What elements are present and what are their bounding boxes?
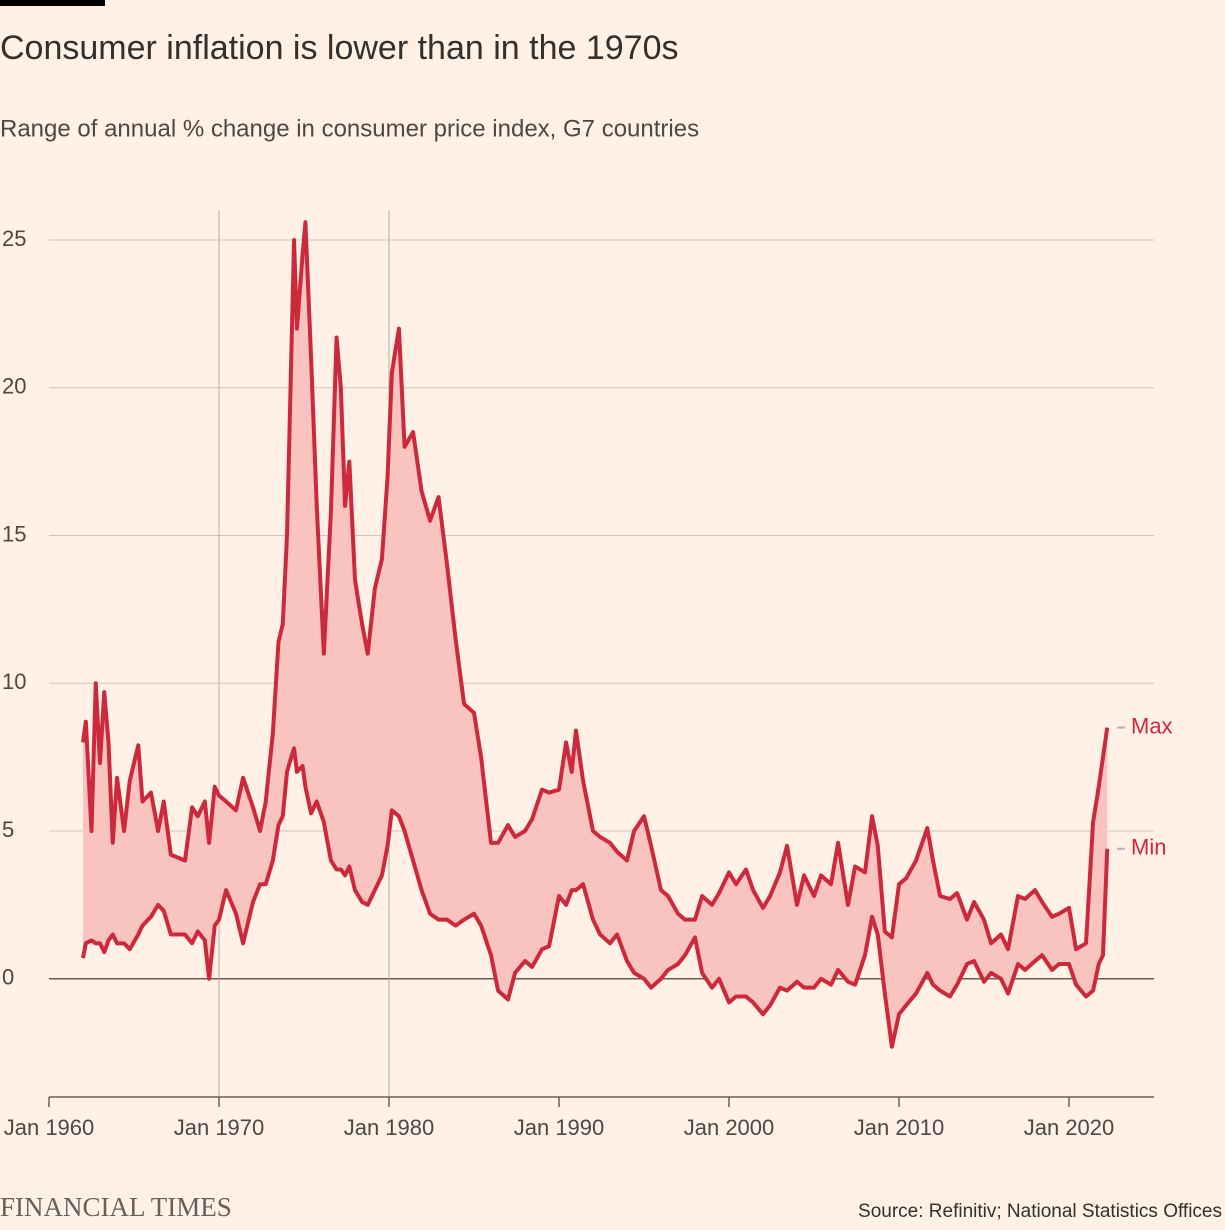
- x-tick-label: Jan 2000: [684, 1115, 775, 1140]
- x-tick-label: Jan 1970: [174, 1115, 265, 1140]
- chart-subtitle: Range of annual % change in consumer pri…: [0, 115, 699, 142]
- brand-bar: [0, 0, 105, 6]
- brand-logo: FINANCIAL TIMES: [0, 1192, 232, 1222]
- y-tick-label: 5: [2, 817, 14, 842]
- y-tick-label: 15: [2, 521, 26, 546]
- y-tick-label: 0: [2, 965, 14, 990]
- x-tick-label: Jan 1980: [344, 1115, 435, 1140]
- series-line: [81, 746, 1110, 1049]
- x-tick-label: Jan 1990: [514, 1115, 605, 1140]
- source: Source: Refinitiv; National Statistics O…: [858, 1201, 1222, 1222]
- y-tick-label: 25: [2, 226, 26, 251]
- y-tick-label: 20: [2, 374, 26, 399]
- series-label: Min: [1131, 835, 1166, 860]
- range-band: [83, 222, 1108, 1047]
- y-tick-label: 10: [2, 669, 26, 694]
- x-tick-label: Jan 1960: [4, 1115, 95, 1140]
- series-label: Max: [1131, 713, 1173, 738]
- x-tick-label: Jan 2010: [854, 1115, 945, 1140]
- x-tick-label: Jan 2020: [1024, 1115, 1115, 1140]
- series-line: [81, 220, 1110, 952]
- chart-title: Consumer inflation is lower than in the …: [0, 29, 679, 67]
